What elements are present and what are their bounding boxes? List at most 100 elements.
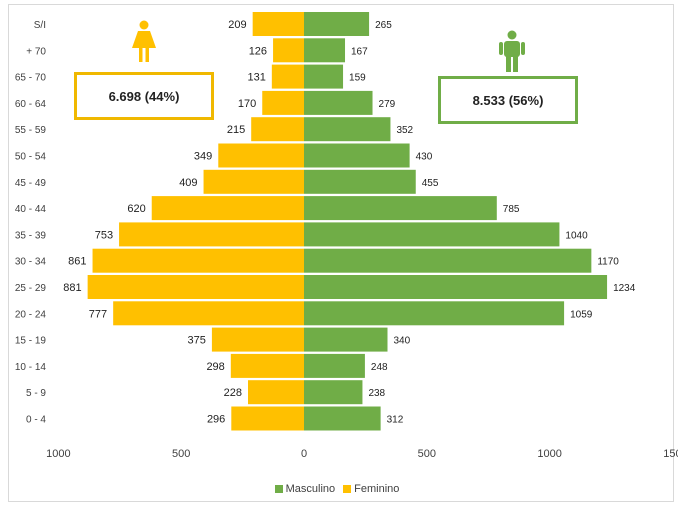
data-label-feminino-55-59: 215: [227, 124, 245, 136]
female-total-box: 6.698 (44%): [74, 72, 214, 120]
data-label-feminino-20-24: 777: [89, 308, 107, 320]
bar-feminino-40-44: [151, 196, 304, 221]
category-label-60-64: 60 - 64: [15, 99, 47, 110]
bar-masculino-60-64: [304, 90, 373, 115]
female-person-icon: [132, 20, 156, 62]
legend-swatch-masculino: [274, 485, 283, 493]
data-label-masculino-0-4: 312: [387, 415, 404, 426]
data-label-feminino-10-14: 298: [206, 361, 224, 373]
category-label-50-54: 50 - 54: [15, 152, 47, 163]
bar-masculino-40-44: [304, 196, 497, 221]
bar-feminino-15-19: [211, 327, 304, 352]
bar-masculino-55-59: [304, 117, 391, 142]
data-label-feminino-50-54: 349: [194, 151, 212, 163]
data-label-feminino-60-64: 170: [238, 98, 256, 110]
data-label-feminino-25-29: 881: [63, 282, 81, 294]
category-label-15-19: 15 - 19: [15, 336, 47, 347]
data-label-masculino-s-i: 265: [375, 20, 392, 31]
bar-feminino-50-54: [218, 143, 304, 168]
data-label-feminino-70: 126: [249, 45, 267, 57]
bar-feminino-60-64: [262, 90, 304, 115]
category-label-65-70: 65 - 70: [15, 73, 47, 84]
data-label-feminino-5-9: 228: [224, 387, 242, 399]
bar-masculino-65-70: [304, 64, 344, 89]
legend-label-masculino: Masculino: [285, 483, 336, 495]
chart-frame: [8, 4, 674, 502]
x-tick-label-3: 500: [418, 448, 436, 460]
data-label-masculino-40-44: 785: [503, 204, 520, 215]
legend-item-masculino: Masculino: [274, 483, 336, 495]
data-label-feminino-65-70: 131: [247, 72, 265, 84]
bar-masculino-10-14: [304, 353, 365, 378]
data-label-masculino-55-59: 352: [396, 125, 413, 136]
data-label-masculino-65-70: 159: [349, 73, 366, 84]
x-tick-label-2: 0: [301, 448, 307, 460]
bar-masculino-35-39: [304, 222, 560, 247]
bar-masculino-5-9: [304, 380, 363, 405]
category-label-40-44: 40 - 44: [15, 204, 47, 215]
bar-masculino-25-29: [304, 275, 608, 299]
bar-masculino-50-54: [304, 143, 410, 168]
bar-masculino-0-4: [304, 406, 381, 431]
bar-feminino-10-14: [230, 353, 304, 378]
bar-masculino-s-i: [304, 12, 370, 36]
data-label-feminino-35-39: 753: [95, 229, 113, 241]
x-tick-label-0: 1000: [46, 448, 70, 460]
bar-feminino-20-24: [113, 301, 305, 326]
legend-label-feminino: Feminino: [354, 483, 400, 495]
bar-masculino-45-49: [304, 169, 416, 194]
data-label-masculino-10-14: 248: [371, 362, 388, 373]
x-tick-label-1: 500: [172, 448, 190, 460]
category-label-55-59: 55 - 59: [15, 125, 47, 136]
bar-masculino-20-24: [304, 301, 565, 326]
male-person-icon: [499, 30, 525, 72]
data-label-masculino-30-34: 1170: [597, 257, 619, 268]
data-label-masculino-25-29: 1234: [613, 283, 636, 294]
bar-feminino-25-29: [87, 275, 304, 299]
bar-masculino-70: [304, 38, 346, 63]
bar-feminino-30-34: [92, 248, 305, 273]
legend-item-feminino: Feminino: [343, 483, 399, 495]
data-label-masculino-35-39: 1040: [565, 230, 588, 241]
category-label-70: + 70: [26, 46, 46, 57]
male-total-label: 8.533 (56%): [472, 92, 544, 108]
legend-swatch-feminino: [343, 485, 352, 493]
data-label-masculino-45-49: 455: [422, 178, 439, 189]
category-label-s-i: S/I: [34, 20, 46, 31]
category-label-25-29: 25 - 29: [15, 283, 47, 294]
category-label-45-49: 45 - 49: [15, 178, 47, 189]
data-label-masculino-70: 167: [351, 46, 368, 57]
data-label-feminino-30-34: 861: [68, 256, 86, 268]
data-label-masculino-15-19: 340: [394, 336, 411, 347]
chart-legend: Masculino Feminino: [0, 483, 678, 495]
bar-feminino-70: [273, 38, 304, 63]
data-label-masculino-20-24: 1059: [570, 309, 593, 320]
male-total-box: 8.533 (56%): [438, 76, 578, 124]
bar-feminino-65-70: [271, 64, 304, 89]
data-label-feminino-45-49: 409: [179, 177, 197, 189]
data-label-masculino-50-54: 430: [416, 152, 433, 163]
x-tick-label-4: 1000: [537, 448, 561, 460]
bar-masculino-15-19: [304, 327, 388, 352]
category-label-35-39: 35 - 39: [15, 230, 47, 241]
category-label-5-9: 5 - 9: [26, 388, 46, 399]
data-label-feminino-0-4: 296: [207, 414, 225, 426]
bar-feminino-0-4: [231, 406, 304, 431]
category-label-0-4: 0 - 4: [26, 415, 46, 426]
x-tick-label-5: 150: [663, 448, 678, 460]
data-label-feminino-s-i: 209: [228, 19, 246, 31]
bar-feminino-45-49: [203, 169, 304, 194]
bar-feminino-s-i: [252, 12, 304, 36]
data-label-masculino-5-9: 238: [368, 388, 385, 399]
category-label-10-14: 10 - 14: [15, 362, 47, 373]
bar-feminino-5-9: [248, 380, 304, 405]
bar-feminino-55-59: [251, 117, 304, 142]
data-label-masculino-60-64: 279: [379, 99, 396, 110]
data-label-feminino-40-44: 620: [127, 203, 145, 215]
category-label-30-34: 30 - 34: [15, 257, 47, 268]
bar-feminino-35-39: [119, 222, 304, 247]
category-label-20-24: 20 - 24: [15, 309, 47, 320]
data-label-feminino-15-19: 375: [188, 335, 206, 347]
female-total-label: 6.698 (44%): [108, 88, 180, 104]
